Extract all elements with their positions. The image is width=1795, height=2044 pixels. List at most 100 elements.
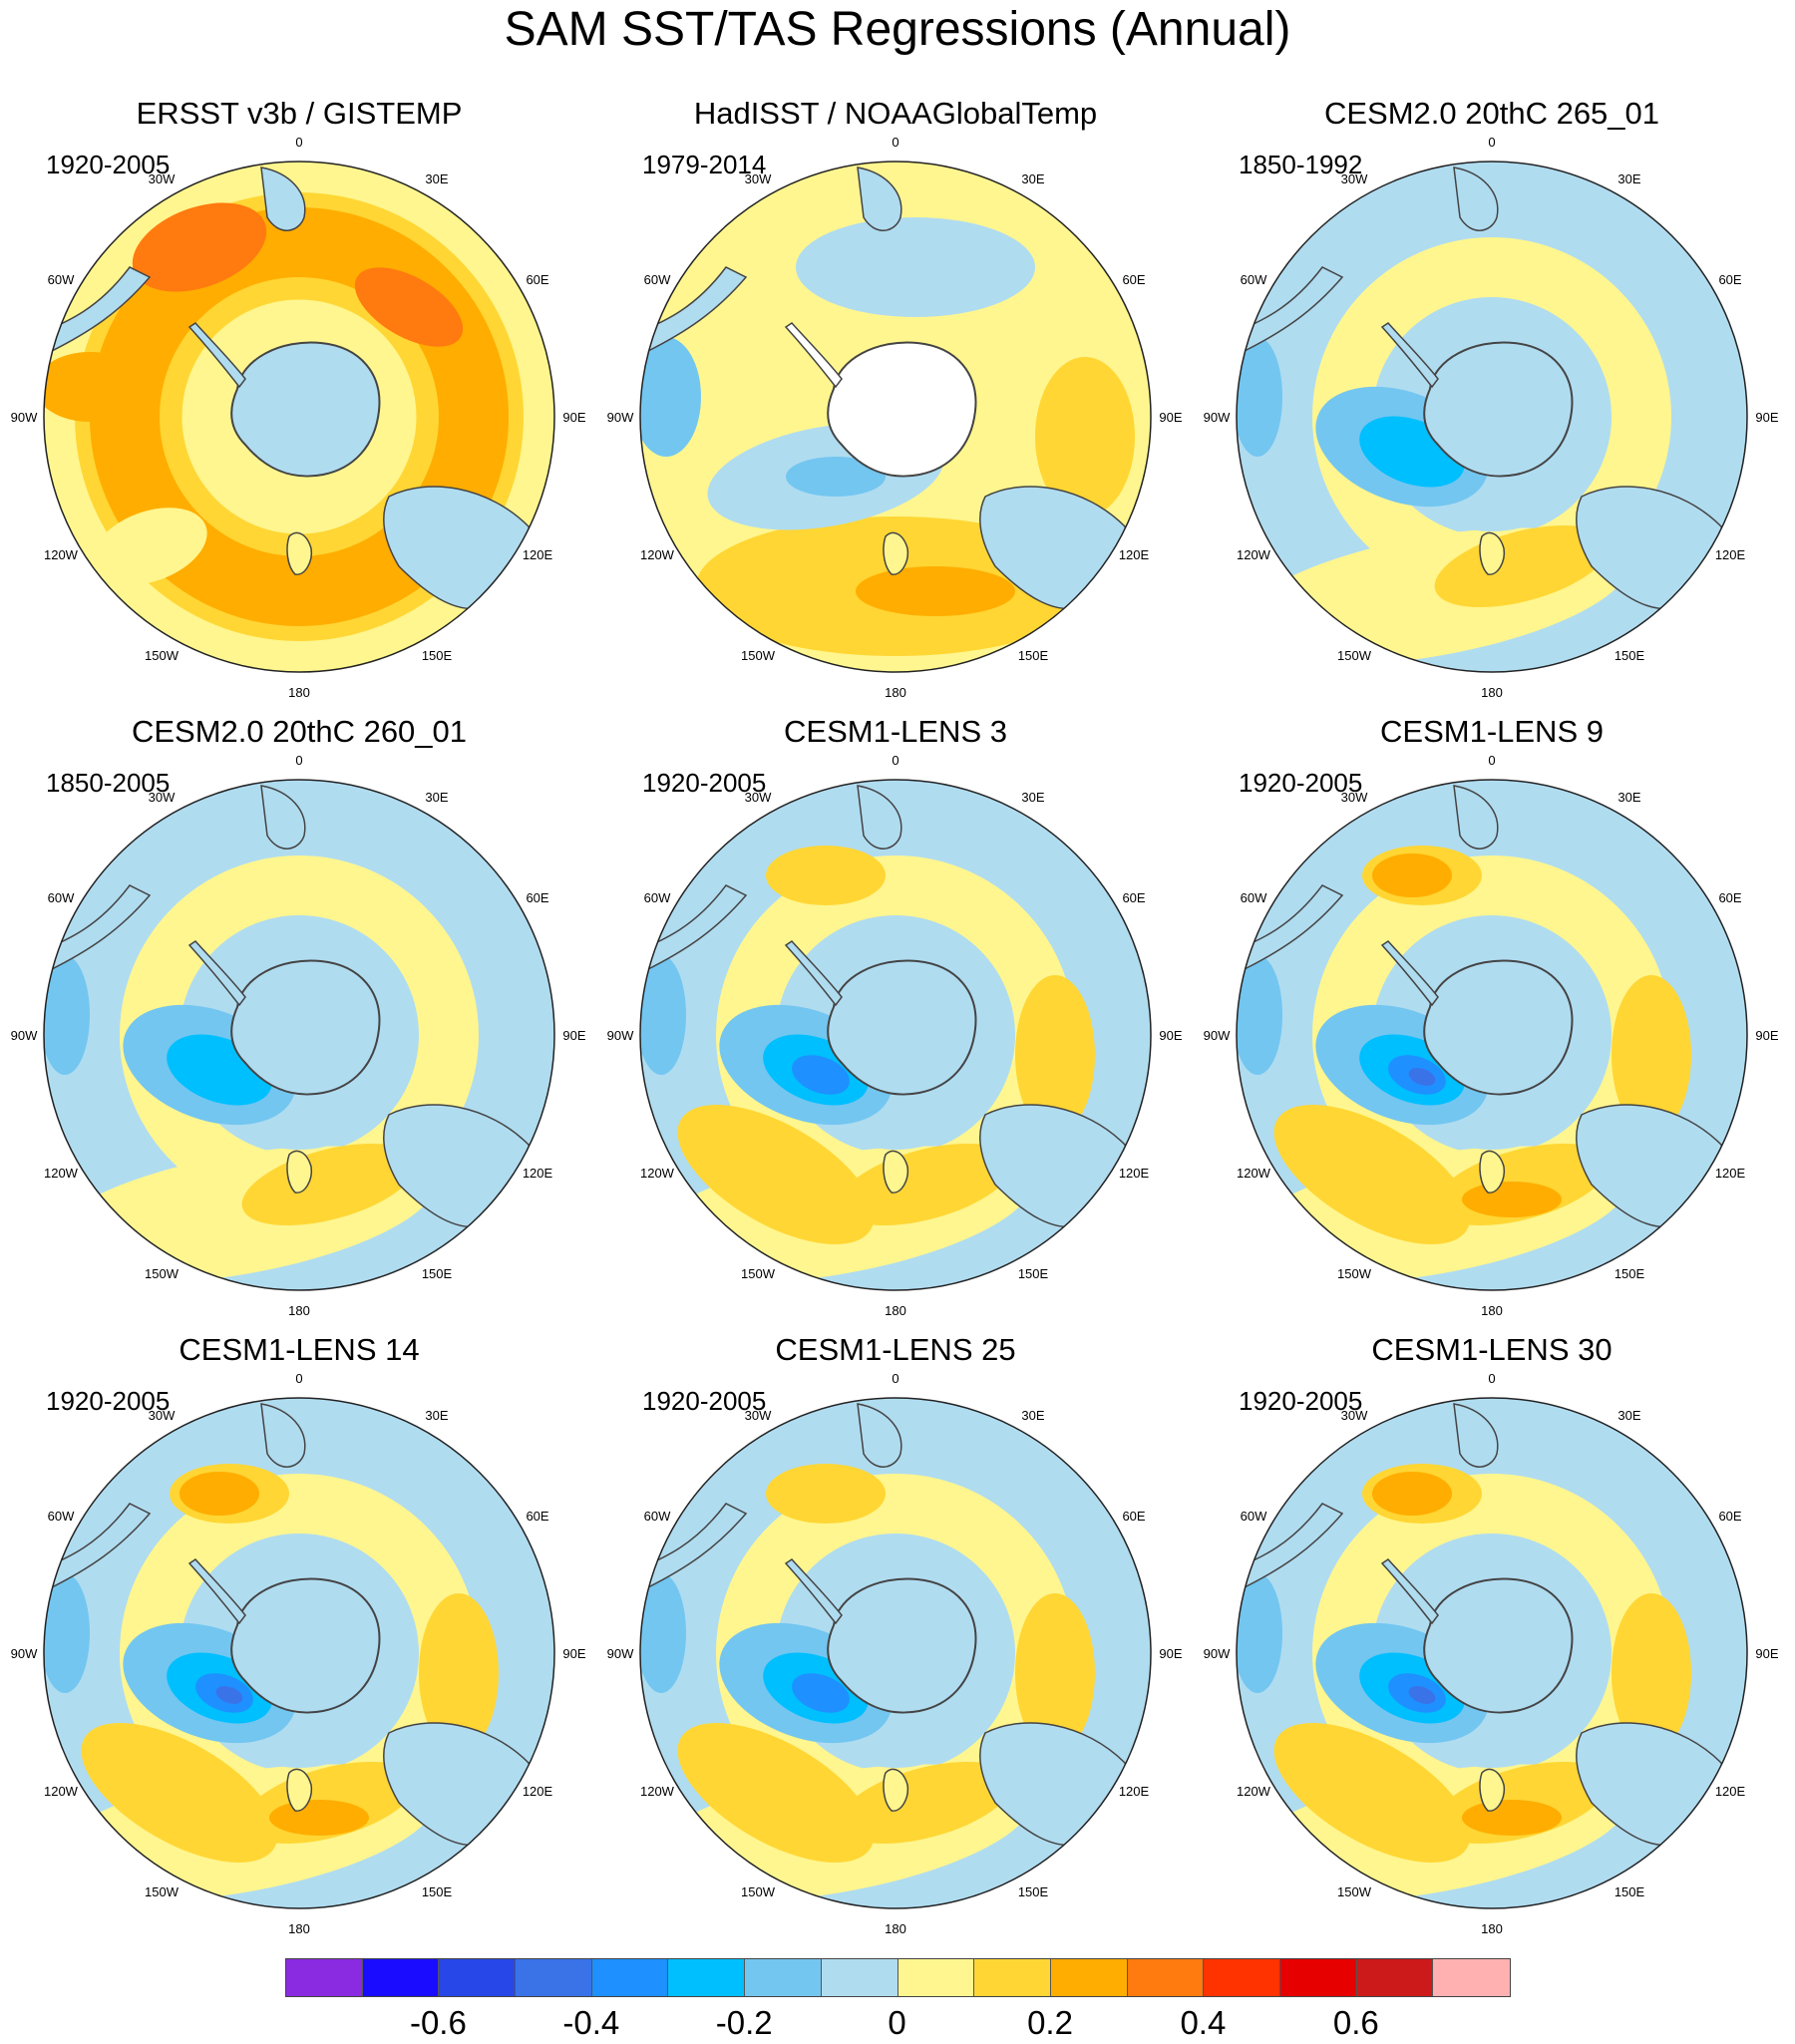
- contour-warm-core: [1462, 1800, 1562, 1836]
- longitude-label: 90W: [11, 410, 38, 425]
- africa-landmass: [1453, 785, 1499, 850]
- antarctica-landmass: [1423, 959, 1574, 1096]
- contour-cool-core: [786, 457, 886, 497]
- map-field-layer: [44, 162, 554, 672]
- polar-map: 0 30E 60E 90E 120E 150E 180 150W 120W 90W 60W 30W: [1204, 753, 1779, 1316]
- antarctic-peninsula: [1380, 940, 1439, 1007]
- longitude-label: 0: [1488, 753, 1495, 768]
- colorbar-swatch: [439, 1959, 517, 1996]
- africa-landmass: [260, 1403, 306, 1468]
- longitude-label: 60W: [644, 1509, 671, 1524]
- longitude-label: 150E: [1615, 1266, 1645, 1281]
- antarctica-landmass: [230, 1577, 381, 1714]
- polar-map: 0 30E 60E 90E 120E 150E 180 150W 120W 90W 60W 30W: [1204, 1371, 1779, 1934]
- longitude-label: 90W: [11, 1028, 38, 1043]
- antarctic-peninsula: [187, 322, 246, 389]
- longitude-label: 180: [1481, 1303, 1503, 1316]
- longitude-label: 30E: [1617, 790, 1640, 805]
- longitude-label: 90E: [1755, 1646, 1778, 1661]
- longitude-label: 120E: [1119, 547, 1150, 562]
- south-america-landmass: [640, 884, 748, 971]
- map-field-layer: [640, 780, 1151, 1290]
- contour-cool-region: [1237, 955, 1282, 1075]
- longitude-label: 60W: [48, 890, 75, 905]
- panel-title: CESM1-LENS 3: [784, 714, 1007, 749]
- map-panel: 0 30E 60E 90E 120E 150E 180 150W 120W 90W 60W 30W CE…: [596, 1236, 1195, 1934]
- longitude-label: 180: [288, 1303, 310, 1316]
- panel-period: 1979-2014: [642, 150, 767, 179]
- map-boundary: [43, 1397, 555, 1909]
- longitude-label: 90W: [1204, 1028, 1231, 1043]
- south-america-landmass: [1237, 884, 1344, 971]
- colorbar-swatch: [668, 1959, 746, 1996]
- antarctic-peninsula: [187, 1558, 246, 1625]
- map-panel: 0 30E 60E 90E 120E 150E 180 150W 120W 90W 60W 30W Ha…: [596, 0, 1195, 698]
- longitude-label: 30E: [1617, 1408, 1640, 1423]
- colorbar-swatch: [745, 1959, 822, 1996]
- colorbar-swatch: [1050, 1959, 1128, 1996]
- polar-map: 0 30E 60E 90E 120E 150E 180 150W 120W 90W 60W 30W: [607, 1371, 1183, 1934]
- contour-cool-core: [1408, 1068, 1436, 1086]
- contour-warm-core: [1372, 1472, 1452, 1516]
- longitude-label: 150W: [145, 1884, 180, 1899]
- longitude-label: 30E: [1021, 1408, 1044, 1423]
- africa-landmass: [1453, 167, 1499, 231]
- africa-landmass: [1453, 1403, 1499, 1468]
- longitude-label: 60W: [48, 1509, 75, 1524]
- map-panel: 0 30E 60E 90E 120E 150E 180 150W 120W 90W 60W 30W CE…: [1193, 1236, 1791, 1934]
- longitude-label: 90E: [1159, 410, 1182, 425]
- longitude-label: 120E: [523, 1166, 553, 1181]
- south-america-landmass: [1237, 1503, 1344, 1589]
- colorbar-swatch: [1279, 1959, 1357, 1996]
- panel-period: 1920-2005: [46, 1386, 171, 1416]
- panel-period: 1850-1992: [1239, 150, 1363, 179]
- contour-neutral-region: [92, 508, 207, 585]
- map-field-layer: [44, 1398, 554, 1908]
- longitude-label: 180: [885, 685, 906, 698]
- contour-warm-region: [1273, 1723, 1471, 1863]
- antarctica-landmass: [827, 341, 977, 478]
- polar-map: 0 30E 60E 90E 120E 150E 180 150W 120W 90W 60W 30W: [607, 753, 1183, 1316]
- longitude-label: 0: [295, 135, 302, 150]
- map-panel: 0 30E 60E 90E 120E 150E 180 150W 120W 90W 60W 30W ER…: [0, 0, 598, 698]
- africa-landmass: [857, 167, 902, 231]
- longitude-label: 120E: [1715, 1784, 1746, 1799]
- longitude-label: 0: [892, 753, 898, 768]
- antarctic-peninsula: [784, 1558, 843, 1625]
- longitude-label: 30W: [149, 171, 176, 186]
- panel-title: HadISST / NOAAGlobalTemp: [693, 96, 1098, 131]
- longitude-label: 150E: [1615, 648, 1645, 663]
- contour-warm-region: [1035, 357, 1135, 516]
- longitude-label: 150W: [145, 648, 180, 663]
- colorbar-swatch: [1127, 1959, 1205, 1996]
- colorbar-swatch: [1356, 1959, 1434, 1996]
- contour-warm-region: [1015, 975, 1095, 1135]
- map-field-layer: [640, 1398, 1151, 1908]
- map-boundary: [639, 161, 1152, 673]
- map-boundary: [1236, 779, 1748, 1291]
- map-field-layer: [1237, 780, 1747, 1290]
- longitude-label: 0: [892, 135, 898, 150]
- colorbar-swatch: [1204, 1959, 1280, 1996]
- map-panel: 0 30E 60E 90E 120E 150E 180 150W 120W 90W 60W 30W CE…: [1193, 0, 1791, 698]
- contour-cool-region: [796, 217, 1035, 317]
- colorbar-swatch: [821, 1959, 898, 1996]
- longitude-label: 60W: [48, 272, 75, 287]
- contour-warm-region: [419, 1593, 499, 1753]
- contour-cool-region: [640, 337, 701, 457]
- longitude-label: 120E: [523, 1784, 553, 1799]
- longitude-label: 120W: [44, 547, 79, 562]
- panel-period: 1920-2005: [1239, 1386, 1363, 1416]
- longitude-label: 30E: [425, 171, 448, 186]
- south-america-landmass: [640, 266, 748, 353]
- contour-warm-region: [81, 1723, 278, 1863]
- longitude-label: 60E: [1122, 272, 1145, 287]
- longitude-label: 120E: [1119, 1166, 1150, 1181]
- contour-band-midlatitude-strong: [90, 207, 509, 626]
- map-field-layer: [640, 162, 1151, 672]
- map-field-layer: [1237, 1398, 1747, 1908]
- longitude-label: 120E: [523, 547, 553, 562]
- new-zealand-landmass: [286, 1768, 313, 1812]
- colorbar-labels: -0.6 -0.4 -0.2 0 0.2 0.4 0.6: [285, 2004, 1510, 2044]
- colorbar-tick-label: 0.4: [1180, 2004, 1227, 2041]
